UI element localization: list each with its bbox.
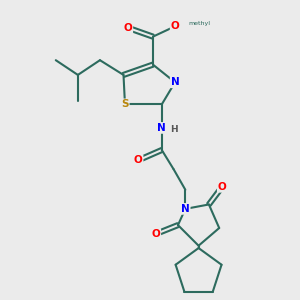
Text: N: N [158,123,166,133]
Text: H: H [170,125,178,134]
Text: O: O [152,229,160,239]
Text: N: N [181,204,190,214]
Text: methyl: methyl [188,21,210,26]
Text: S: S [121,99,129,110]
Text: N: N [171,77,179,87]
Text: O: O [218,182,226,192]
Text: O: O [171,21,179,31]
Text: O: O [134,155,142,165]
Text: O: O [124,23,132,33]
